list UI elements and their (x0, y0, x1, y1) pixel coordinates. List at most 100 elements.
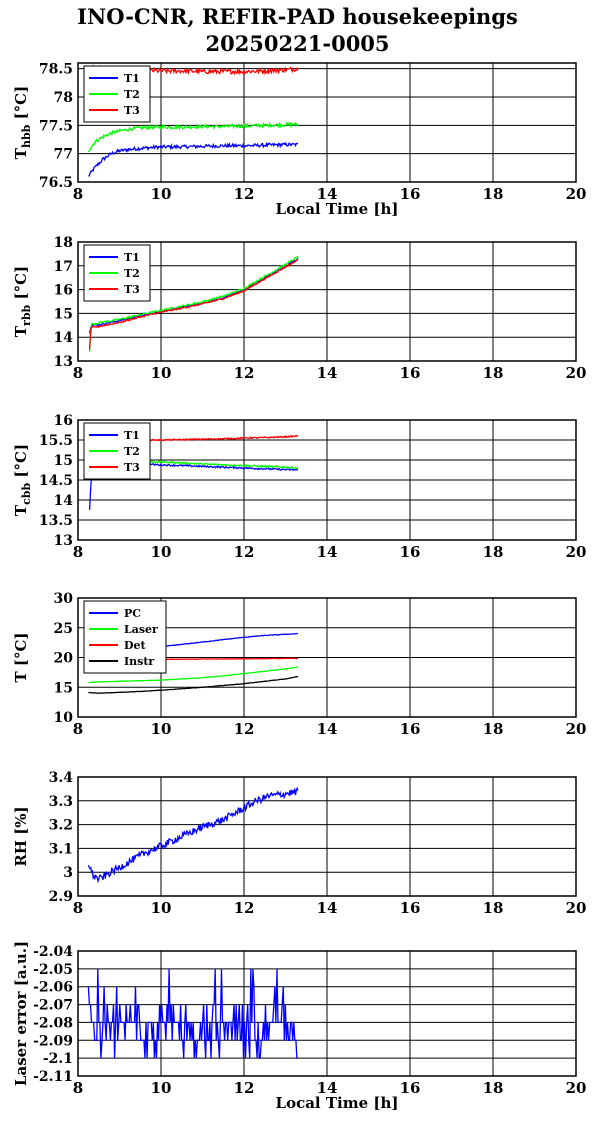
plot-frame (77, 776, 577, 897)
x-tick-label: 14 (317, 899, 338, 917)
panel-hbb: 76.5 77 77.5 78 78.5 8 10 12 14 16 18 20 Local Time … (12, 62, 586, 218)
x-tick-label: 18 (483, 720, 504, 738)
x-tick-label: 20 (566, 899, 587, 917)
plot-frame (77, 419, 577, 541)
y-tick-label: -2.06 (33, 980, 73, 996)
panel-laser: -2.11 -2.1 -2.09 -2.08-2.07 -2.06 -2.05 -2.04 8… (12, 941, 586, 1112)
y-tick-label: 3.2 (49, 818, 73, 834)
x-axis-label: Local Time [h] (276, 1094, 399, 1112)
y-tick-label: 13 (54, 533, 73, 549)
legend-entry: T3 (124, 104, 140, 117)
x-tick-label: 8 (73, 185, 83, 203)
x-tick-label: 20 (566, 720, 587, 738)
series-line-data (87, 786, 299, 884)
panel-rh: 2.9 3 3.1 3.2 3.3 3.4 8 10 12 14 16 18 20 RH [%] (12, 770, 586, 917)
legend-entry: T1 (124, 72, 140, 85)
x-tick-label: 12 (234, 185, 255, 203)
x-tick-label: 18 (483, 185, 504, 203)
x-tick-label: 14 (317, 185, 338, 203)
series-line-instr (88, 675, 299, 694)
y-tick-label: 15 (54, 453, 73, 469)
y-tick-label: 25 (54, 621, 73, 637)
x-tick-label: 16 (400, 364, 421, 382)
legend-entry: T2 (124, 267, 140, 280)
x-tick-label: 18 (483, 364, 504, 382)
series-line-t2 (88, 255, 299, 352)
x-tick-label: 10 (151, 720, 172, 738)
x-tick-label: 18 (483, 899, 504, 917)
legend-entry: T1 (124, 429, 140, 442)
x-tick-label: 12 (234, 543, 255, 561)
y-axis-label: Laser error [a.u.] (12, 941, 30, 1086)
y-tick-label: 16 (54, 413, 73, 429)
y-tick-label: 76.5 (39, 175, 73, 191)
panel-rbb: 13 14 15 16 17 18 8 10 12 14 16 18 20 Trbb [°C] T1 T2 T3 (12, 235, 586, 382)
legend-entry: T2 (124, 445, 140, 458)
x-tick-label: 10 (151, 1079, 172, 1097)
series-line-t1 (88, 141, 299, 177)
y-axis-label: Thbb [°C] (12, 86, 33, 159)
series-line-t2 (87, 121, 299, 153)
y-tick-label: 14 (54, 493, 74, 509)
y-tick-label: -2.07 (33, 998, 73, 1014)
y-tick-label: -2.08 (33, 1015, 73, 1031)
legend-entry: T3 (124, 461, 140, 474)
plot-frame (77, 597, 577, 718)
x-tick-label: 16 (400, 1079, 421, 1097)
y-tick-label: 77.5 (39, 118, 73, 134)
legend-entry: PC (124, 607, 141, 620)
x-tick-label: 8 (73, 364, 83, 382)
chart-title-line2: 20250221-0005 (205, 31, 390, 56)
y-tick-label: 14 (54, 330, 74, 346)
plot-frame (77, 241, 577, 362)
x-tick-label: 8 (73, 899, 83, 917)
y-tick-label: -2.1 (43, 1051, 73, 1067)
legend-entry: Det (124, 639, 147, 652)
x-tick-label: 10 (151, 364, 172, 382)
x-tick-label: 16 (400, 543, 421, 561)
x-tick-label: 14 (317, 364, 338, 382)
x-tick-label: 8 (73, 543, 83, 561)
series-line-t3 (88, 258, 299, 350)
y-tick-label: -2.04 (33, 944, 73, 960)
y-axis-label: RH [%] (12, 806, 30, 866)
y-tick-label: 15.5 (39, 433, 73, 449)
x-tick-label: 8 (73, 1079, 83, 1097)
plot-frame (77, 62, 577, 183)
y-tick-label: 17 (54, 259, 73, 275)
x-tick-label: 16 (400, 185, 421, 203)
y-tick-label: 13.5 (39, 513, 73, 529)
y-tick-label: -2.11 (33, 1069, 73, 1085)
x-tick-label: 12 (234, 899, 255, 917)
legend-entry: T2 (124, 88, 140, 101)
y-tick-label: 30 (54, 591, 74, 607)
x-tick-label: 10 (151, 185, 172, 203)
x-tick-label: 12 (234, 364, 255, 382)
x-tick-label: 14 (317, 1079, 338, 1097)
x-tick-label: 20 (566, 1079, 587, 1097)
y-tick-label: 3 (63, 865, 73, 881)
legend-entry: Instr (124, 655, 154, 668)
x-tick-label: 18 (483, 543, 504, 561)
x-tick-label: 12 (234, 720, 255, 738)
x-tick-label: 10 (151, 543, 172, 561)
x-tick-label: 10 (151, 899, 172, 917)
x-tick-label: 16 (400, 899, 421, 917)
series-line-data (87, 968, 298, 1059)
y-tick-label: 15 (54, 680, 73, 696)
y-tick-label: 77 (54, 147, 73, 163)
x-tick-label: 18 (483, 1079, 504, 1097)
y-tick-label: 2.9 (49, 889, 73, 905)
x-tick-label: 12 (234, 1079, 255, 1097)
x-tick-label: 20 (566, 543, 587, 561)
panel-cbb: 13 13.5 14 14.5 15 15.5 16 8 10 12 14 16 18 20 Tcbb [°… (12, 413, 586, 561)
plot-frame (77, 950, 577, 1077)
y-tick-label: 20 (54, 651, 74, 667)
x-tick-label: 8 (73, 720, 83, 738)
x-tick-label: 14 (317, 543, 338, 561)
x-tick-label: 16 (400, 720, 421, 738)
y-tick-label: 14.5 (39, 473, 73, 489)
y-tick-label: 3.3 (49, 794, 73, 810)
